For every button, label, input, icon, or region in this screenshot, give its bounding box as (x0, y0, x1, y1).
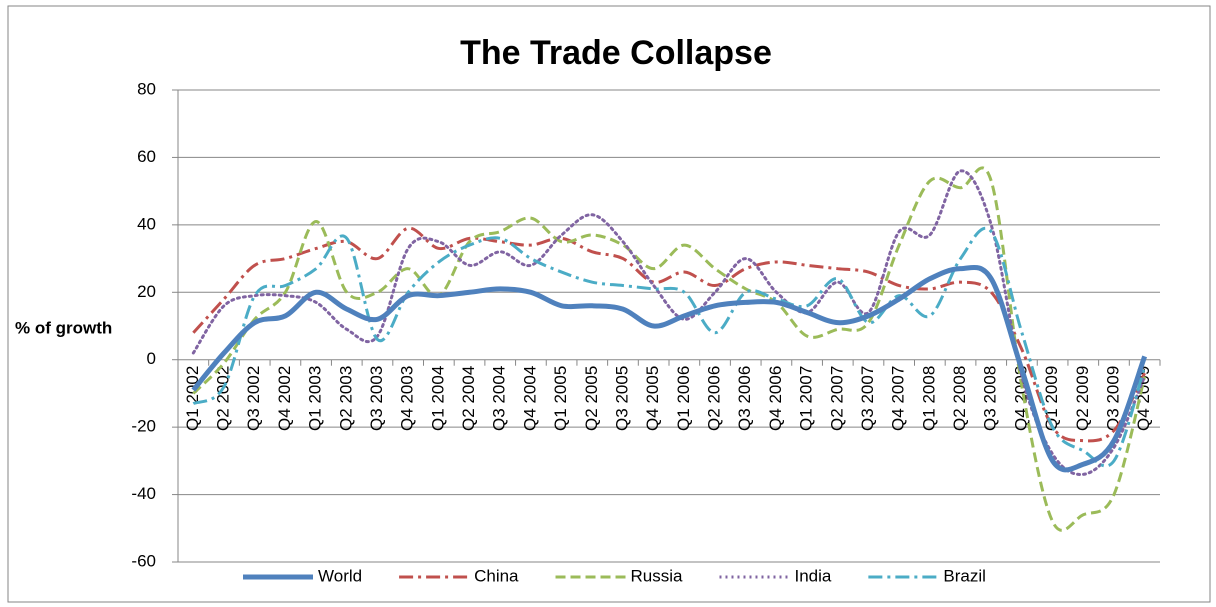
legend-label: Russia (631, 566, 684, 585)
x-tick-label: Q2 2006 (705, 366, 724, 431)
x-tick-label: Q1 2002 (183, 366, 202, 431)
y-tick-label: 80 (137, 79, 156, 98)
series-line (191, 264, 1148, 473)
x-tick-label: Q3 2008 (981, 366, 1000, 431)
x-tick-label: Q1 2003 (306, 366, 325, 431)
x-tick-label: Q2 2008 (950, 366, 969, 431)
x-tick-label: Q2 2002 (214, 366, 233, 431)
x-tick-label: Q2 2004 (459, 366, 478, 431)
x-tick-label: Q3 2002 (244, 366, 263, 431)
x-tick-label: Q1 2004 (428, 366, 447, 431)
x-tick-label: Q3 2006 (735, 366, 754, 431)
x-tick-label: Q2 2005 (582, 366, 601, 431)
series-line (192, 227, 1147, 468)
x-tick-label: Q3 2005 (612, 366, 631, 431)
x-tick-label: Q3 2004 (490, 366, 509, 431)
x-tick-label: Q4 2005 (643, 366, 662, 431)
series-line (191, 169, 1147, 476)
x-tick-label: Q4 2003 (398, 366, 417, 431)
y-tick-label: -40 (131, 484, 156, 503)
series-line (192, 166, 1147, 532)
x-tick-label: Q4 2006 (766, 366, 785, 431)
legend-label: World (318, 566, 362, 585)
x-tick-label: Q2 2003 (336, 366, 355, 431)
y-axis-label: % of growth (15, 318, 112, 337)
y-tick-label: 60 (137, 147, 156, 166)
x-tick-label: Q4 2004 (520, 366, 539, 431)
x-tick-label: Q2 2007 (827, 366, 846, 431)
x-tick-label: Q3 2009 (1103, 366, 1122, 431)
y-tick-label: 0 (147, 349, 156, 368)
y-tick-label: 20 (137, 282, 156, 301)
y-tick-label: -20 (131, 417, 156, 436)
x-tick-label: Q3 2003 (367, 366, 386, 431)
x-tick-label: Q1 2007 (797, 366, 816, 431)
x-tick-label: Q4 2007 (889, 366, 908, 431)
y-tick-label: 40 (137, 214, 156, 233)
legend-label: India (794, 566, 831, 585)
x-tick-label: Q3 2007 (858, 366, 877, 431)
x-tick-label: Q1 2005 (551, 366, 570, 431)
x-tick-label: Q1 2006 (674, 366, 693, 431)
x-tick-label: Q1 2009 (1042, 366, 1061, 431)
series-line (192, 226, 1146, 443)
x-tick-label: Q4 2002 (275, 366, 294, 431)
legend-label: China (474, 566, 519, 585)
y-tick-label: -60 (131, 551, 156, 570)
chart-title: The Trade Collapse (460, 34, 772, 72)
x-tick-label: Q2 2009 (1073, 366, 1092, 431)
legend-label: Brazil (943, 566, 986, 585)
chart-border (7, 5, 1211, 603)
x-tick-label: Q1 2008 (919, 366, 938, 431)
